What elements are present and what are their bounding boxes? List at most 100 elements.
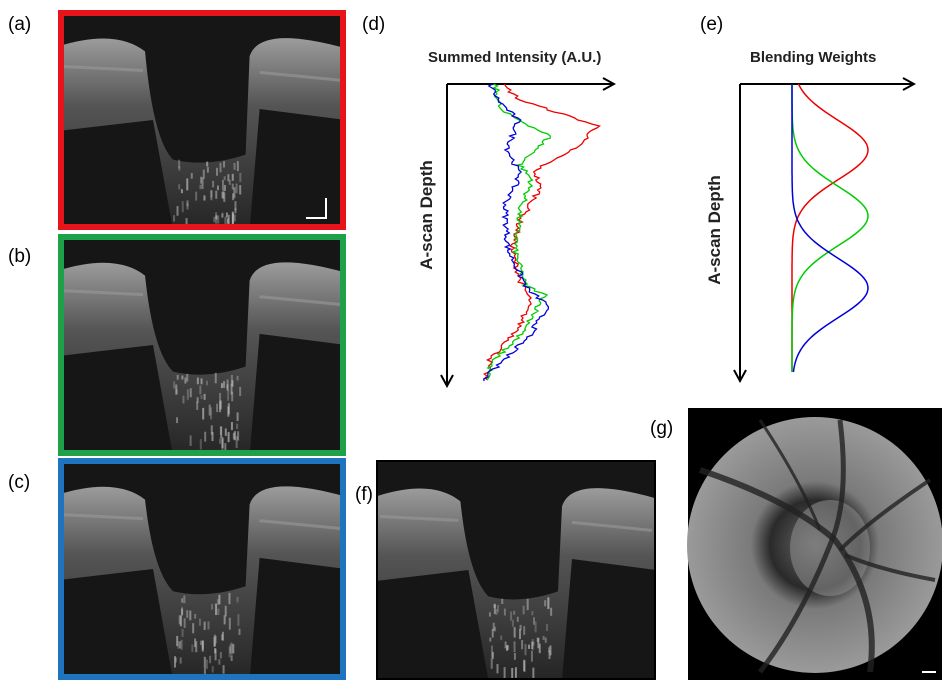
speckle <box>225 606 227 616</box>
speckle <box>192 623 194 633</box>
speckle <box>223 161 225 167</box>
speckle <box>517 617 519 622</box>
speckle <box>229 647 231 657</box>
speckle <box>220 426 222 435</box>
speckle <box>226 384 228 389</box>
speckle <box>186 178 188 190</box>
speckle <box>234 163 236 170</box>
speckle <box>223 381 225 388</box>
speckle <box>494 604 496 608</box>
speckle <box>184 618 186 628</box>
speckle <box>504 609 506 616</box>
speckle <box>220 163 222 172</box>
axis-title: Blending Weights <box>750 49 876 66</box>
speckle <box>176 389 178 395</box>
speckle <box>550 608 552 616</box>
images <box>58 10 942 680</box>
speckle <box>237 376 239 381</box>
speckle <box>525 644 527 655</box>
speckle <box>514 627 516 637</box>
speckle <box>173 381 175 388</box>
speckle <box>491 646 493 658</box>
speckle <box>519 629 521 639</box>
speckle <box>232 174 234 181</box>
speckle <box>186 610 188 618</box>
speckle <box>182 629 184 637</box>
speckle <box>512 620 514 627</box>
speckle <box>219 438 221 443</box>
speckle <box>204 432 206 442</box>
speckle <box>504 667 506 678</box>
intensity-curve <box>484 84 599 380</box>
speckle <box>211 432 213 441</box>
speckle <box>177 375 179 380</box>
speckle <box>213 217 215 223</box>
speckle <box>216 168 218 176</box>
speckle <box>183 595 185 603</box>
speckle <box>207 621 209 629</box>
speckle <box>545 638 547 643</box>
speckle <box>231 375 233 385</box>
speckle <box>210 190 212 200</box>
speckle <box>196 402 198 410</box>
speckle <box>186 200 188 206</box>
speckle <box>180 657 182 663</box>
speckle <box>178 166 180 171</box>
speckle <box>224 185 226 191</box>
speckle <box>206 660 208 669</box>
speckle <box>217 215 219 223</box>
speckle <box>222 180 224 190</box>
speckle <box>237 412 239 421</box>
speckle <box>215 373 217 383</box>
speckle <box>546 624 548 631</box>
speckle <box>496 664 498 673</box>
speckle <box>237 614 239 626</box>
speckle <box>204 394 206 400</box>
speckle <box>191 173 193 179</box>
speckle <box>191 644 193 652</box>
speckle <box>194 614 196 619</box>
speckle <box>187 389 189 399</box>
speckle <box>181 609 183 616</box>
speckle <box>221 214 223 218</box>
speckle <box>532 668 534 679</box>
speckle <box>207 167 209 173</box>
speckle <box>182 396 184 404</box>
speckle <box>239 173 241 182</box>
speckle <box>181 189 183 193</box>
speckle <box>217 186 219 191</box>
speckle <box>178 184 180 189</box>
speckle <box>513 611 515 615</box>
speckle <box>500 635 502 640</box>
speckle <box>204 622 206 630</box>
speckle <box>232 193 234 200</box>
speckle <box>201 378 203 384</box>
speckle <box>217 609 219 615</box>
speckle <box>237 161 239 171</box>
speckle <box>228 593 230 604</box>
speckle <box>217 599 219 604</box>
speckle <box>221 439 223 450</box>
panel-label: (g) <box>650 418 673 439</box>
speckle <box>206 381 208 386</box>
speckle <box>215 604 217 615</box>
speckle <box>239 387 241 396</box>
speckle <box>230 643 232 655</box>
speckle <box>491 658 493 669</box>
speckle <box>232 212 234 224</box>
speckle <box>234 214 236 221</box>
speckle <box>218 659 220 664</box>
speckle <box>236 424 238 429</box>
speckle <box>184 377 186 383</box>
speckle <box>223 665 225 674</box>
speckle <box>225 428 227 435</box>
speckle <box>200 439 202 449</box>
speckle <box>186 374 188 382</box>
speckle <box>220 652 222 658</box>
speckle <box>227 218 229 223</box>
speckle <box>199 619 201 626</box>
speckle <box>236 436 238 448</box>
speckle <box>215 191 217 199</box>
speckle <box>520 625 522 630</box>
speckle <box>214 648 216 653</box>
